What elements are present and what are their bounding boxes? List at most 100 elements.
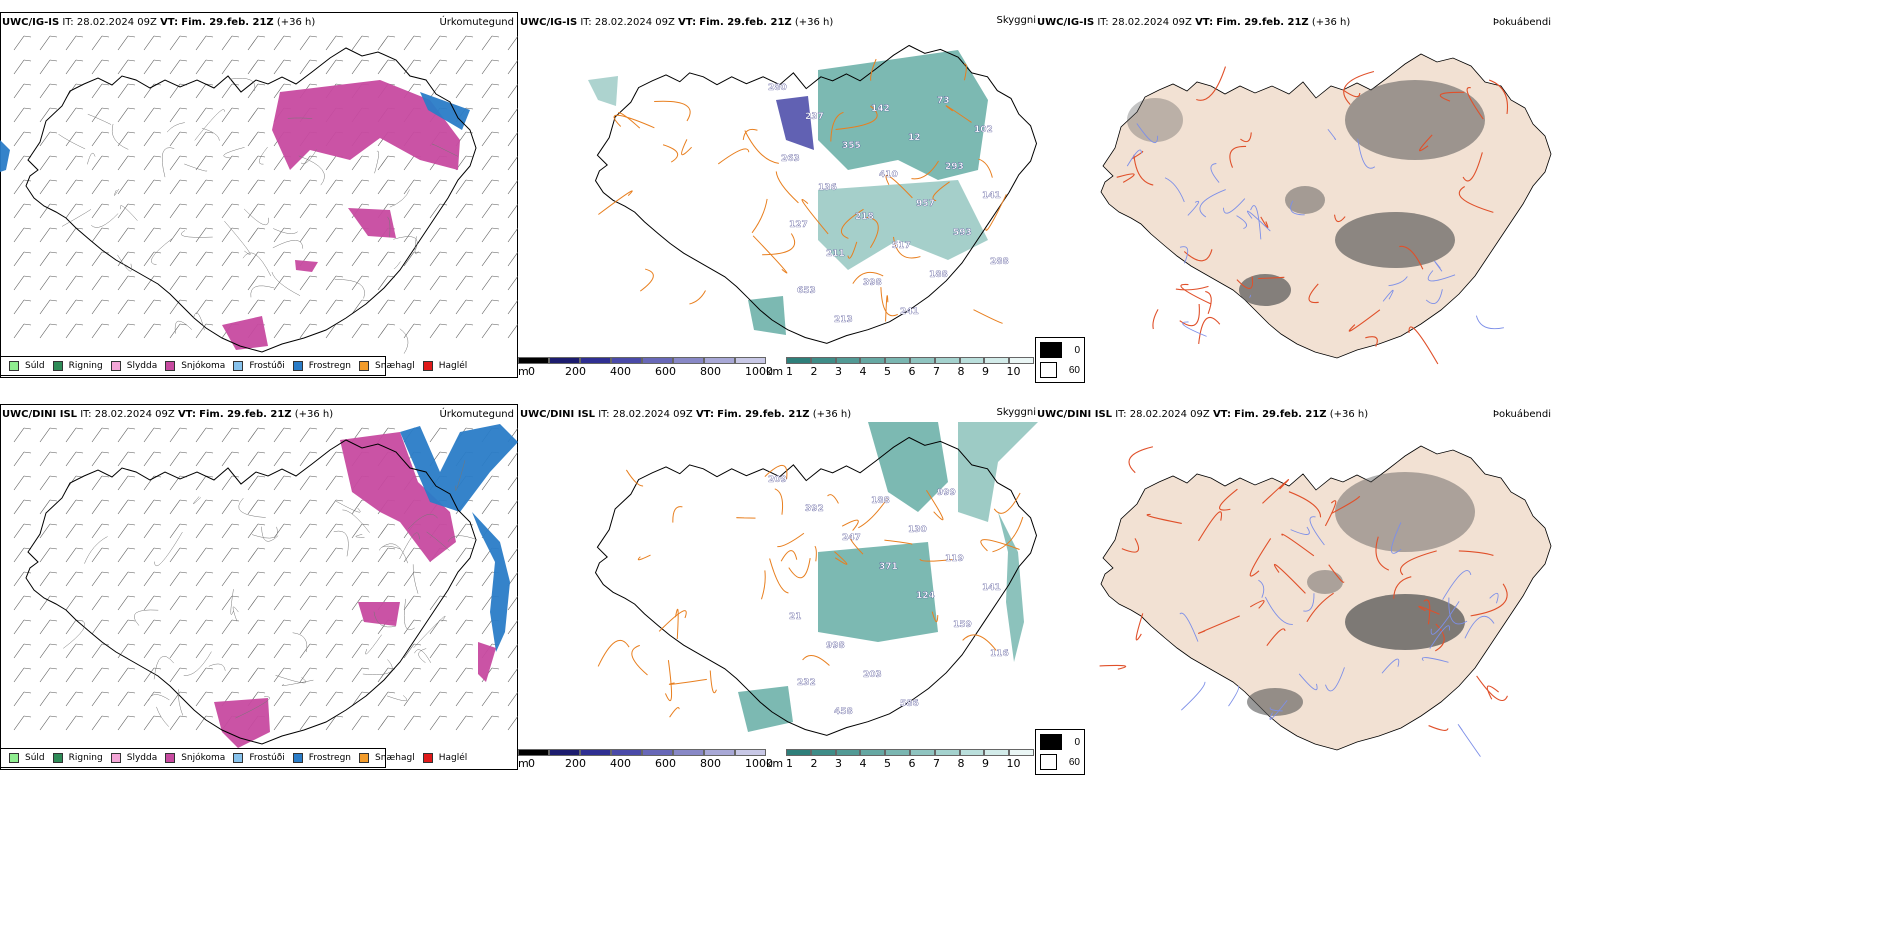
- wind-barb: [299, 499, 318, 515]
- wind-barb: [39, 547, 58, 563]
- wind-barb: [429, 35, 448, 51]
- visibility-value-label: 392: [805, 504, 824, 514]
- road-line: [1333, 214, 1346, 223]
- wind-barb: [39, 715, 58, 731]
- road-line: [342, 509, 370, 533]
- colorbar-bin: [549, 357, 580, 364]
- road-line: [374, 150, 379, 174]
- colorbar-unit: m: [518, 365, 529, 378]
- wind-barb: [117, 523, 136, 539]
- low-visibility-area: [998, 512, 1024, 662]
- road-line: [161, 147, 175, 178]
- wind-barb: [39, 227, 58, 243]
- wind-barb: [91, 251, 110, 267]
- wind-barb: [65, 275, 84, 291]
- wind-barb: [13, 83, 32, 99]
- river-line: [1290, 200, 1305, 216]
- wind-barb: [481, 35, 500, 51]
- road-line: [111, 123, 129, 150]
- precip-legend-item: Slydda: [103, 361, 157, 371]
- road-line: [847, 241, 858, 259]
- wind-barb: [143, 155, 162, 171]
- road-line: [664, 660, 673, 702]
- visibility-value-label: 237: [805, 112, 824, 122]
- low-visibility-area: [818, 542, 938, 642]
- wind-barb: [221, 179, 240, 195]
- wind-barb: [39, 299, 58, 315]
- fog-index-shading: [1285, 186, 1325, 214]
- wind-barb: [195, 251, 214, 267]
- visibility-value-label: 21: [789, 612, 802, 622]
- road-line: [258, 146, 268, 165]
- panel-header: UWC/DINI ISL IT: 28.02.2024 09Z VT: Fim.…: [2, 409, 334, 420]
- road-line: [1260, 216, 1269, 228]
- road-line: [978, 158, 993, 178]
- wind-barb: [403, 299, 422, 315]
- wind-barb: [325, 59, 344, 75]
- road-line: [1152, 309, 1159, 330]
- road-line: [1180, 283, 1212, 305]
- road-line: [275, 675, 307, 684]
- wind-barb: [299, 427, 318, 443]
- wind-barb: [299, 323, 318, 339]
- road-line: [674, 608, 679, 640]
- wind-barb: [195, 275, 214, 291]
- precip-legend-label: Frostúði: [249, 361, 285, 371]
- road-line: [1135, 613, 1144, 641]
- visibility-value-label: 188: [871, 496, 890, 506]
- colorbar-tick-label: 8: [957, 365, 965, 378]
- wind-barb: [247, 59, 266, 75]
- colorbar-tick-label: 0: [528, 757, 535, 770]
- wind-barb: [481, 499, 500, 515]
- road-line: [985, 194, 1007, 231]
- wind-barb: [221, 299, 240, 315]
- road-line: [61, 209, 92, 227]
- fog-index-map: [1099, 445, 1552, 757]
- road-line: [333, 530, 349, 557]
- wind-barb: [169, 619, 188, 635]
- colorbar-tick-label: 400: [610, 757, 631, 770]
- fog-panel-row1: UWC/IG-IS IT: 28.02.2024 09Z VT: Fim. 29…: [1035, 10, 1555, 383]
- road-line: [858, 496, 889, 529]
- colorbar-tick-label: 3: [835, 757, 842, 770]
- road-line: [1198, 615, 1240, 634]
- visibility-value-label: 288: [990, 257, 1009, 267]
- precip-legend-swatch: [110, 361, 121, 371]
- precip-legend-item: Snæhagl: [351, 361, 415, 371]
- wind-barb: [507, 523, 518, 539]
- precip-legend-swatch: [52, 753, 63, 763]
- road-line: [414, 649, 432, 663]
- visibility-value-label: 136: [818, 183, 837, 193]
- wind-barb: [39, 523, 58, 539]
- model-name: UWC/IG-IS: [2, 17, 60, 28]
- wind-barb: [455, 715, 474, 731]
- visibility-map: 209 392 247 371 124 159 116 232 458 188 130 119 141 2…: [594, 422, 1038, 736]
- wind-barb: [13, 59, 32, 75]
- road-line: [1423, 599, 1431, 625]
- colorbar-bin: [735, 749, 766, 756]
- road-line: [151, 238, 173, 265]
- wind-barb: [117, 59, 136, 75]
- precip-legend-swatch: [165, 361, 176, 371]
- wind-barb: [507, 83, 518, 99]
- colorbar-tick-label: 9: [982, 757, 989, 770]
- road-line: [1306, 592, 1334, 623]
- road-line: [1274, 563, 1306, 594]
- road-line: [1462, 152, 1483, 182]
- wind-barb: [481, 203, 500, 219]
- precip-legend: Súld Rigning Slydda Snjókoma Frostúði Frostre…: [0, 356, 467, 376]
- wind-barb: [39, 251, 58, 267]
- wind-barb: [13, 619, 32, 635]
- river-line: [1430, 601, 1460, 635]
- wind-barb: [429, 323, 448, 339]
- wind-barb: [117, 83, 136, 99]
- road-line: [414, 236, 419, 255]
- wind-barb: [39, 107, 58, 123]
- road-line: [184, 163, 208, 172]
- wind-barb: [39, 179, 58, 195]
- road-line: [1116, 173, 1135, 183]
- valid-time: Fim. 29.feb. 21Z: [181, 17, 274, 28]
- river-line: [1434, 260, 1443, 272]
- wind-barb: [325, 179, 344, 195]
- wind-barb: [117, 451, 136, 467]
